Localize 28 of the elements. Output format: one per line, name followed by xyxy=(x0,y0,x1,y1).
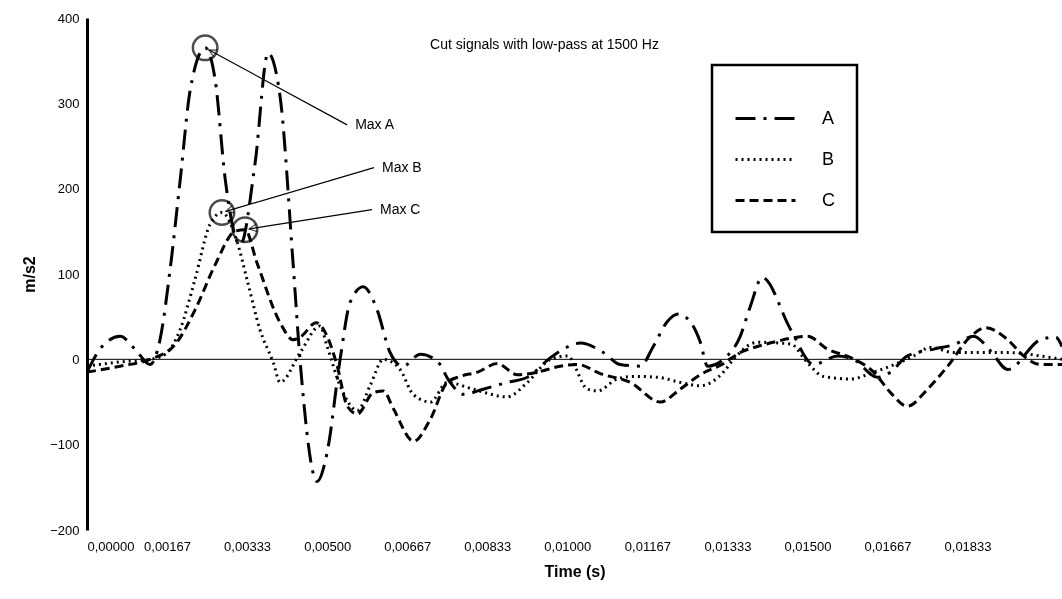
x-tick-label: 0,00167 xyxy=(144,538,192,554)
y-tick-label: 0 xyxy=(72,351,80,367)
x-tick-label: 0,01500 xyxy=(784,538,832,554)
y-tick-label: 400 xyxy=(57,10,80,26)
x-tick-label: 0,01667 xyxy=(864,538,912,554)
x-tick-label: 0,00333 xyxy=(224,538,272,554)
legend-label: B xyxy=(822,148,835,169)
x-tick-label: 0,00000 xyxy=(87,538,135,554)
x-tick-label: 0,01000 xyxy=(544,538,592,554)
x-tick-label: 0,01333 xyxy=(704,538,752,554)
legend-label: C xyxy=(822,189,835,210)
x-tick-label: 0,00833 xyxy=(464,538,512,554)
y-tick-label: 300 xyxy=(57,95,80,111)
x-axis-title: Time (s) xyxy=(544,562,606,580)
y-tick-label: 200 xyxy=(57,181,80,197)
annotation: Max B xyxy=(381,158,422,175)
y-tick-label: 100 xyxy=(57,266,80,282)
y-tick-label: −200 xyxy=(50,522,80,538)
y-tick-label: −100 xyxy=(50,437,80,453)
x-tick-label: 0,00667 xyxy=(384,538,432,554)
y-axis-title: m/s2 xyxy=(21,256,39,293)
legend-label: A xyxy=(822,107,835,128)
text: Cut signals with low-pass at 1500 Hz xyxy=(430,36,659,52)
x-tick-label: 0,01167 xyxy=(624,538,671,554)
annotation: Max C xyxy=(380,200,421,217)
x-tick-label: 0,01833 xyxy=(944,538,992,554)
annotation: Max A xyxy=(355,115,395,132)
x-tick-label: 0,00500 xyxy=(304,538,352,554)
